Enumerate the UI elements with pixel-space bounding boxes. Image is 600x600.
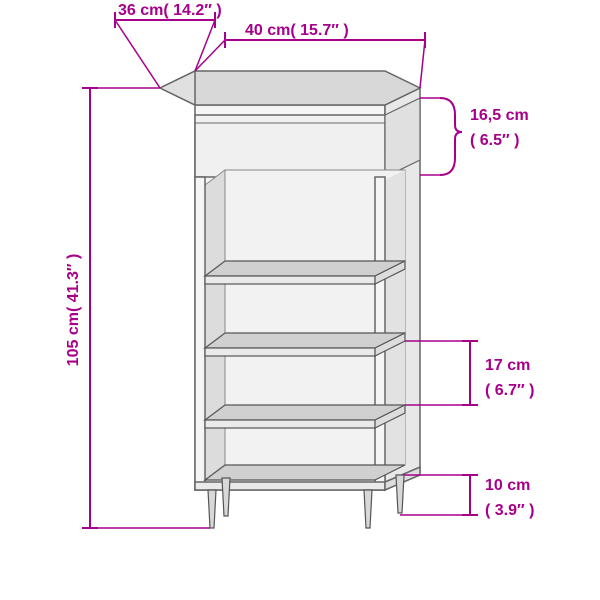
furniture-dimension-diagram: 36 cm( 14.2″ ) 40 cm( 15.7″ ) 105 cm( 41… [0, 0, 600, 600]
shelf-2 [205, 333, 405, 356]
cabinet-body [160, 71, 420, 528]
label-width: 40 cm( 15.7″ ) [245, 22, 349, 39]
dim-height [82, 88, 210, 528]
label-depth: 36 cm( 14.2″ ) [118, 2, 222, 19]
shelf-1 [205, 261, 405, 284]
label-height: 105 cm( 41.3″ ) [65, 254, 82, 367]
shelf-3 [205, 405, 405, 428]
label-leg-1: 10 cm [485, 477, 530, 494]
label-shelf-1: 17 cm [485, 357, 530, 374]
label-shelf-2: ( 6.7″ ) [485, 382, 534, 399]
dim-drawer [420, 98, 462, 175]
label-drawer-2: ( 6.5″ ) [470, 132, 519, 149]
label-drawer-1: 16,5 cm [470, 107, 529, 124]
dim-leg-height [400, 475, 478, 515]
label-leg-2: ( 3.9″ ) [485, 502, 534, 519]
